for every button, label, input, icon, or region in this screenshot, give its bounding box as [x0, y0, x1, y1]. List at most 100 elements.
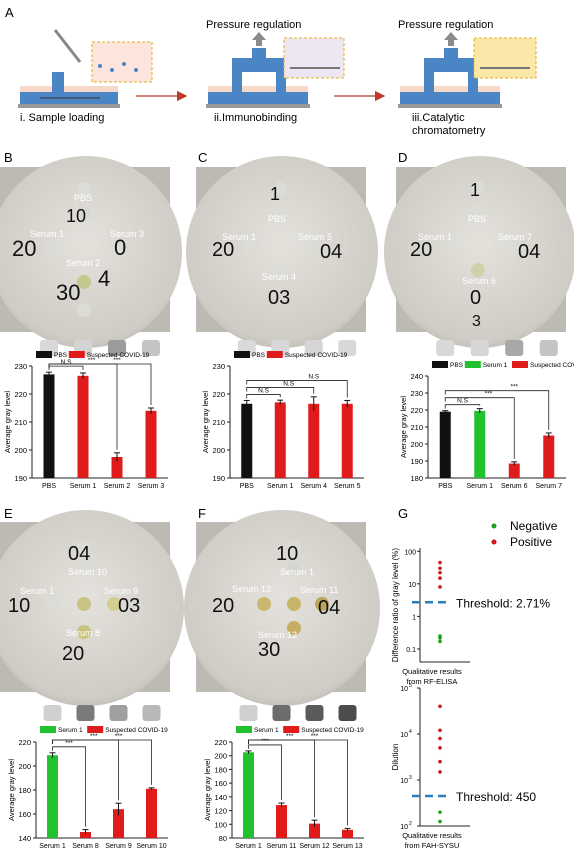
g-top-tick-label-3: 100 [404, 549, 416, 556]
g-bottom-tick-base-0: 10 [400, 686, 408, 693]
category-label-e-2: Serum 9 [105, 843, 132, 850]
well-swatch-e-0 [43, 705, 62, 721]
photo-e-mark-2: 10 [8, 595, 30, 617]
photo-d-mark-2: 20 [410, 239, 432, 261]
photo-d-mark-1: 1 [470, 180, 480, 200]
legend-swatch-b-0 [36, 351, 52, 358]
g-top-x-label-line1: Qualitative results [402, 667, 462, 676]
photo-b-label-1: Serum 1 [30, 229, 64, 239]
panel-a-schematic: A i. Sample loading Pressure regulation [5, 5, 537, 137]
g-bottom-tick-base-3: 10 [400, 824, 408, 831]
category-label-e-0: Serum 1 [39, 843, 66, 850]
photo-b-mark-4: 30 [56, 280, 80, 305]
legend-positive-label: Positive [510, 535, 552, 549]
photo-f-label-1: Serum 13 [232, 584, 271, 594]
panel-letter-e: E [4, 506, 13, 521]
category-label-f-3: Serum 13 [332, 843, 362, 850]
photo-c-label-1: Serum 1 [222, 232, 256, 242]
pressure-label-3: Pressure regulation [398, 19, 493, 31]
photo-b-mark-3: 0 [114, 235, 126, 260]
bar-f-3 [342, 829, 353, 838]
y-tick-label-d-0: 180 [410, 474, 423, 483]
panel-letter-a: A [5, 5, 14, 20]
sig-label-b-1: *** [88, 357, 96, 364]
g-bottom-tick-base-1: 10 [400, 732, 408, 739]
pressure-label-2: Pressure regulation [206, 19, 301, 31]
photo-b-label-3: Serum 2 [66, 258, 100, 268]
chart-f: Serum 1 Suspected COVID-19 80 100 120 140 160 1… [203, 705, 364, 850]
y-tick-label-f-5: 180 [214, 765, 227, 774]
photo-c-label-2: Serum 5 [298, 232, 332, 242]
legend-swatch-b-1 [68, 351, 85, 358]
g-top-pos-point-2 [438, 570, 442, 575]
photo-c-label-3: Serum 4 [262, 272, 296, 282]
g-bottom-pos-point-5 [438, 704, 442, 709]
well-swatch-d-0 [436, 340, 455, 356]
y-tick-label-e-1: 160 [18, 810, 31, 819]
photo-b-label-pbs: PBS [74, 193, 92, 203]
photo-d-mark-4: 0 [470, 287, 481, 309]
legend-positive-dot [491, 539, 497, 545]
g-bottom-neg-point-0 [438, 819, 442, 824]
bar-f-0 [243, 752, 254, 838]
well-swatch-d-2 [505, 340, 524, 356]
step1-label: i. Sample loading [20, 112, 104, 124]
g-top-pos-point-4 [438, 560, 442, 565]
sig-bracket-f-2 [248, 739, 348, 826]
photo-d-mark-5: 3 [472, 313, 481, 330]
photo-d-mark-3: 04 [518, 241, 540, 263]
photo-d-label-2: Serum 7 [498, 232, 532, 242]
sig-label-f-1: *** [286, 733, 294, 740]
photo-f-label-3: Serum 11 [300, 585, 338, 595]
y-tick-label-d-6: 240 [410, 372, 423, 381]
category-label-c-0: PBS [240, 483, 254, 490]
g-bottom-threshold-label: Threshold: 450 [456, 790, 536, 804]
legend-label-c-0: PBS [252, 352, 266, 359]
photo-f-mark-2: 20 [212, 595, 234, 617]
y-tick-label-f-6: 200 [214, 752, 227, 761]
legend-swatch-d-1 [464, 361, 481, 368]
panel-letter-d: D [398, 150, 407, 165]
category-label-c-3: Serum 5 [334, 483, 361, 490]
well-swatch-e-3 [142, 705, 161, 721]
sig-label-e-2: *** [115, 733, 123, 740]
g-bottom-y-label: Dilution [391, 744, 400, 771]
sig-bracket-b-2 [48, 363, 152, 405]
sig-label-e-1: *** [90, 733, 98, 740]
sig-label-d-0: N.S [457, 398, 469, 405]
legend-swatch-f-1 [283, 726, 300, 733]
sig-label-b-2: *** [113, 357, 121, 364]
legend-label-f-0: Serum 1 [254, 727, 279, 734]
g-top-tick-label-0: 0.1 [406, 647, 416, 654]
g-top-y-label: Difference ratio of gray level (%) [391, 548, 400, 662]
well-swatch-b-2 [108, 340, 126, 356]
bar-d-0 [439, 411, 451, 478]
y-tick-label-d-3: 210 [410, 423, 423, 432]
photo-d-label-pbs: PBS [468, 214, 486, 224]
sig-label-c-1: N.S [283, 380, 295, 387]
y-tick-label-f-4: 160 [214, 779, 227, 788]
legend-swatch-e-1 [87, 726, 104, 733]
sig-label-c-0: N.S [258, 387, 270, 394]
panel-letter-c: C [198, 150, 207, 165]
photo-f-mark-1: 10 [276, 543, 298, 565]
legend-swatch-d-2 [512, 361, 528, 368]
well-swatch-e-2 [109, 705, 128, 721]
panel-letter-g: G [398, 506, 408, 521]
chart-b: PBS Suspected COVID-19 190 200 210 220 230 Aver… [3, 340, 168, 490]
sig-label-d-2: *** [510, 384, 518, 391]
sig-bracket-b-0 [48, 365, 84, 371]
legend-label-d-1: Serum 1 [483, 362, 508, 369]
legend-swatch-d-0 [432, 361, 448, 368]
bar-e-2 [113, 809, 124, 838]
y-tick-label-f-0: 80 [219, 834, 227, 843]
category-label-f-2: Serum 12 [299, 843, 329, 850]
photo-e-mark-1: 04 [68, 543, 90, 565]
bar-d-2 [508, 463, 520, 478]
category-label-b-1: Serum 1 [70, 483, 97, 490]
photo-d: 1 20 04 0 3 PBS Serum 1 Serum 7 Serum 6 [384, 156, 574, 348]
sig-label-f-0: *** [261, 738, 269, 745]
well-swatch-f-1 [272, 705, 291, 721]
bar-f-2 [309, 823, 320, 838]
